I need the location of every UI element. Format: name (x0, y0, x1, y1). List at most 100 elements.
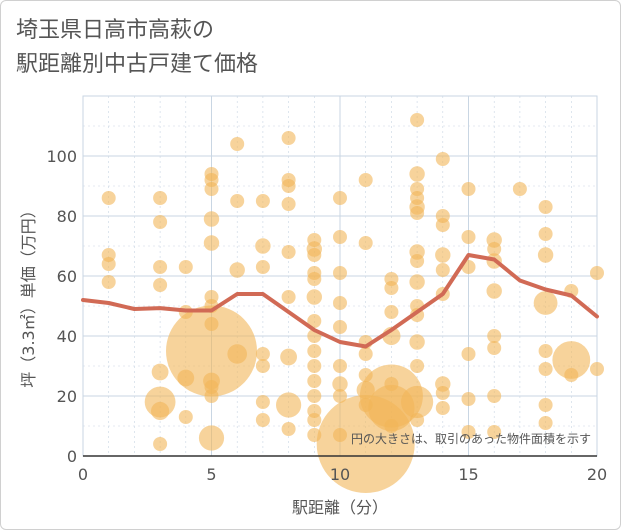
trend-layer (81, 253, 599, 349)
data-bubble (307, 344, 322, 358)
data-bubble (564, 368, 579, 382)
data-bubble (410, 113, 425, 127)
data-bubble (281, 290, 296, 304)
data-bubble (358, 173, 373, 187)
y-tick-label: 100 (46, 147, 77, 166)
data-bubble (461, 182, 476, 196)
data-bubble (307, 248, 322, 262)
data-bubble (281, 179, 296, 193)
y-tick-label: 60 (57, 267, 77, 286)
data-bubble (435, 401, 450, 415)
data-bubble (307, 374, 322, 388)
x-tick-label: 15 (458, 465, 478, 484)
data-bubble (538, 362, 553, 376)
data-bubble (333, 230, 347, 244)
data-bubble (409, 334, 425, 350)
trend-line (81, 253, 599, 349)
data-bubble (435, 218, 450, 232)
data-bubble (255, 194, 270, 208)
data-bubble (153, 437, 168, 451)
data-bubble (230, 137, 245, 151)
data-bubble (178, 260, 193, 274)
chart-title-line1: 埼玉県日高市高萩の (16, 18, 215, 43)
data-bubble (333, 191, 347, 205)
data-bubble (151, 401, 170, 421)
data-bubble (255, 260, 270, 274)
data-bubble (255, 395, 270, 409)
data-bubble (255, 413, 270, 427)
chart-title: 埼玉県日高市高萩の 駅距離別中古戸建て価格 (16, 14, 258, 82)
data-bubble (538, 227, 553, 241)
data-bubble (461, 347, 476, 361)
data-bubble (307, 272, 322, 286)
x-tick-label: 20 (587, 465, 607, 484)
bubble-size-note: 円の大きさは、取引のあった物件面積を示す (351, 431, 591, 446)
data-bubble (435, 386, 450, 400)
data-bubble (153, 215, 168, 229)
data-bubble (384, 305, 399, 319)
data-bubble (358, 347, 373, 361)
data-bubble (307, 359, 322, 373)
data-bubble (333, 266, 347, 280)
chart-title-line2: 駅距離別中古戸建て価格 (16, 52, 259, 77)
data-bubble (281, 197, 296, 211)
data-bubble (281, 131, 296, 145)
data-bubble (306, 289, 322, 305)
data-bubble (435, 247, 451, 263)
data-bubble (538, 416, 553, 430)
data-bubble (280, 348, 297, 366)
data-bubble (410, 413, 425, 427)
data-bubble (537, 247, 554, 263)
y-axis-label: 坪（3.3㎡）単価（万円） (19, 202, 38, 387)
data-bubble (307, 314, 322, 328)
data-bubble (333, 296, 347, 310)
data-bubble (552, 341, 591, 379)
x-axis-label: 駅距離（分） (292, 498, 388, 517)
data-bubble (255, 238, 271, 254)
data-bubble (333, 320, 347, 334)
y-tick-label: 0 (67, 447, 77, 466)
y-tick-label: 80 (57, 207, 77, 226)
data-bubble (487, 242, 502, 256)
data-bubble (358, 236, 373, 250)
y-tick-label: 40 (57, 327, 77, 346)
data-bubble (461, 230, 476, 244)
data-bubble (203, 211, 220, 227)
data-bubble (512, 182, 527, 196)
data-bubble (410, 206, 425, 220)
data-bubble (410, 254, 425, 268)
data-bubble (255, 347, 270, 361)
data-bubble (538, 344, 553, 358)
data-bubble (332, 376, 348, 392)
x-tick-label: 10 (330, 465, 350, 484)
data-bubble (178, 410, 193, 424)
data-bubble (101, 257, 116, 271)
data-bubble (198, 425, 225, 451)
data-bubble (384, 281, 399, 295)
data-bubble (435, 263, 450, 277)
data-bubble (533, 291, 558, 315)
data-bubble (230, 194, 245, 208)
data-bubble (204, 389, 219, 403)
data-bubble (227, 344, 247, 364)
data-bubble (101, 275, 116, 289)
data-bubble (590, 266, 604, 280)
data-bubble (409, 166, 425, 182)
data-bubble (255, 359, 270, 373)
data-bubble (410, 359, 425, 373)
x-tick-label: 0 (78, 465, 88, 484)
bubble-layer (101, 113, 604, 493)
data-bubble (151, 363, 169, 381)
data-bubble (538, 200, 553, 214)
data-bubble (153, 191, 168, 205)
data-bubble (333, 389, 347, 403)
data-bubble (281, 422, 296, 436)
data-bubble (409, 274, 425, 290)
data-bubble (461, 392, 476, 406)
data-bubble (153, 278, 168, 292)
data-bubble (333, 359, 347, 373)
x-tick-label: 5 (206, 465, 216, 484)
axes: 0 5 10 15 20 0 20 40 60 80 100 (46, 147, 607, 484)
data-bubble (307, 413, 322, 427)
